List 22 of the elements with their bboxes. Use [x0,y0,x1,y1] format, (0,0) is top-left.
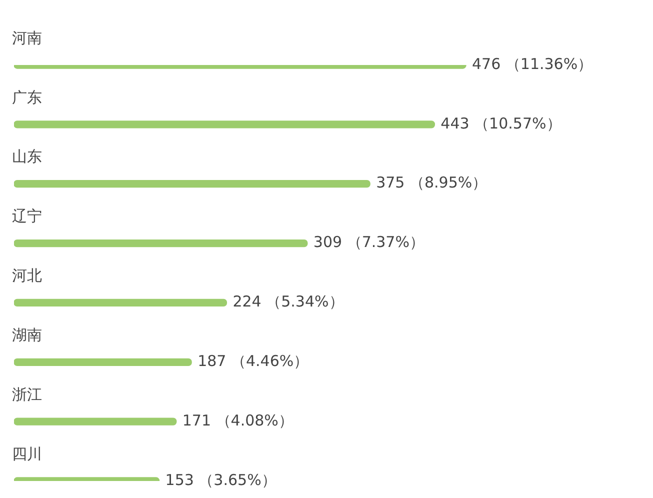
data-label: 171 （4.08%） [182,411,294,430]
y-tick-label: 四川 [12,444,42,463]
data-label: 309 （7.37%） [313,233,424,252]
data-label: 153 （3.65%） [165,470,276,489]
data-label: 375 （8.95%） [376,174,488,192]
bar [14,180,370,188]
bar [14,239,308,248]
y-tick-label: 河北 [12,266,42,285]
data-label: 476 （11.36%） [472,54,593,73]
y-tick-label: 河南 [12,28,42,47]
bar [14,418,177,426]
y-tick-label: 山东 [12,148,42,166]
bar [14,298,228,307]
bar [14,120,435,128]
y-tick-label: 广东 [12,88,42,106]
y-tick-label: 浙江 [12,385,42,404]
data-label: 224 （5.34%） [232,292,344,311]
data-label: 443 （10.57%） [440,114,562,132]
y-tick-label: 湖南 [12,326,42,344]
data-label: 187 （4.46%） [198,352,309,370]
y-tick-label: 辽宁 [12,207,42,226]
bar [14,358,192,366]
